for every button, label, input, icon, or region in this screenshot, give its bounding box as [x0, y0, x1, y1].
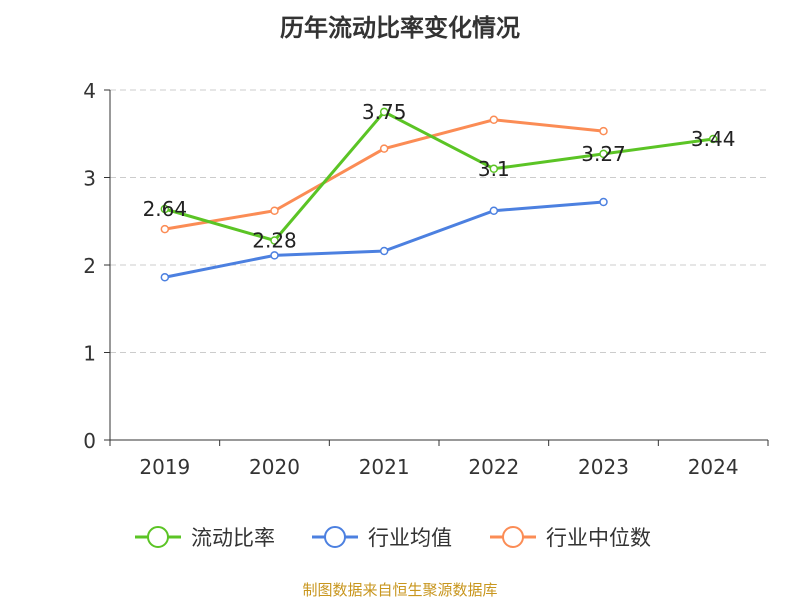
x-tick-label: 2021	[359, 455, 410, 479]
data-point	[160, 224, 170, 234]
legend-marker	[147, 526, 169, 548]
y-tick-label: 4	[83, 79, 96, 103]
data-label: 2.64	[143, 197, 188, 221]
x-tick-label: 2022	[468, 455, 519, 479]
series-line-0	[164, 109, 714, 243]
data-point	[708, 134, 718, 144]
y-tick-label: 1	[83, 342, 96, 366]
data-point	[270, 236, 279, 245]
data-point	[379, 144, 389, 153]
data-point	[270, 206, 279, 215]
data-label: 3.1	[478, 157, 510, 181]
chart-title: 历年流动比率变化情况	[280, 14, 520, 42]
data-point	[599, 197, 608, 207]
x-tick-label: 2024	[688, 455, 739, 479]
y-tick-label: 0	[83, 429, 96, 453]
y-tick-label: 3	[83, 167, 96, 191]
legend-label: 行业均值	[368, 526, 452, 550]
y-tick-label: 2	[83, 254, 96, 278]
series-line-1	[164, 200, 604, 279]
data-point	[599, 126, 608, 136]
data-label: 2.28	[252, 229, 297, 253]
data-point	[270, 251, 279, 260]
data-label: 3.27	[581, 142, 626, 166]
data-label: 3.75	[362, 100, 407, 124]
data-point	[489, 164, 499, 173]
legend-label: 流动比率	[191, 526, 275, 550]
source-note: 制图数据来自恒生聚源数据库	[302, 581, 498, 599]
series-line-2	[164, 118, 604, 231]
data-point	[599, 149, 608, 159]
legend-marker	[324, 526, 346, 548]
x-tick-label: 2023	[578, 455, 629, 479]
x-tick-label: 2020	[249, 455, 300, 479]
data-point	[379, 107, 389, 117]
legend-marker	[502, 526, 524, 548]
data-label: 3.44	[691, 127, 736, 151]
data-point	[160, 273, 170, 282]
legend-label: 行业中位数	[546, 526, 651, 550]
data-point	[489, 206, 499, 215]
x-tick-label: 2019	[139, 455, 190, 479]
data-point	[379, 246, 389, 256]
data-point	[160, 204, 170, 214]
data-point	[489, 115, 499, 124]
